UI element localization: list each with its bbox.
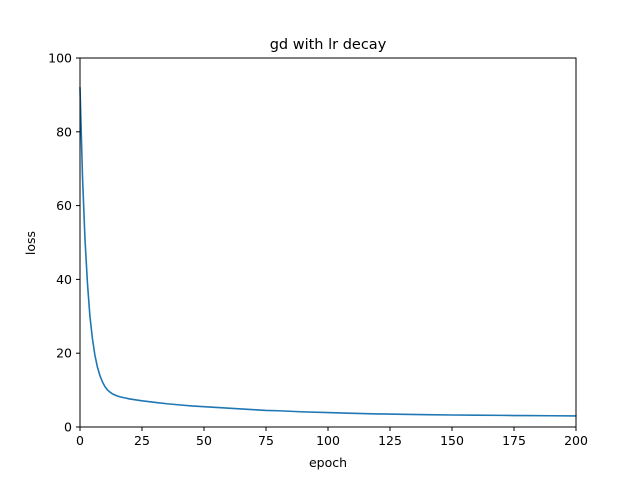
y-tick-label: 60: [56, 198, 72, 213]
x-tick-label: 0: [76, 433, 84, 448]
plot-area: [80, 58, 576, 427]
x-tick-label: 75: [258, 433, 274, 448]
x-tick-label: 175: [502, 433, 526, 448]
x-tick-label: 200: [564, 433, 588, 448]
x-tick-label: 25: [134, 433, 150, 448]
axes-frame: [79, 57, 577, 428]
y-tick-label: 0: [64, 420, 72, 435]
x-axis-ticks: 0 25 50 75 100 125 150 175 200: [76, 427, 588, 448]
y-tick-label: 40: [56, 272, 72, 287]
chart-title: gd with lr decay: [270, 37, 387, 53]
y-axis-ticks: 0 20 40 60 80 100: [48, 51, 80, 435]
y-tick-label: 20: [56, 346, 72, 361]
x-tick-label: 100: [316, 433, 340, 448]
loss-series-line: [79, 86, 577, 417]
y-tick-label: 100: [48, 51, 72, 66]
y-tick-label: 80: [56, 124, 72, 139]
plot-content: [79, 86, 577, 417]
x-tick-label: 50: [196, 433, 212, 448]
x-tick-label: 125: [378, 433, 402, 448]
x-tick-label: 150: [440, 433, 464, 448]
x-axis-label: epoch: [309, 455, 347, 470]
y-axis-label: loss: [23, 231, 38, 255]
